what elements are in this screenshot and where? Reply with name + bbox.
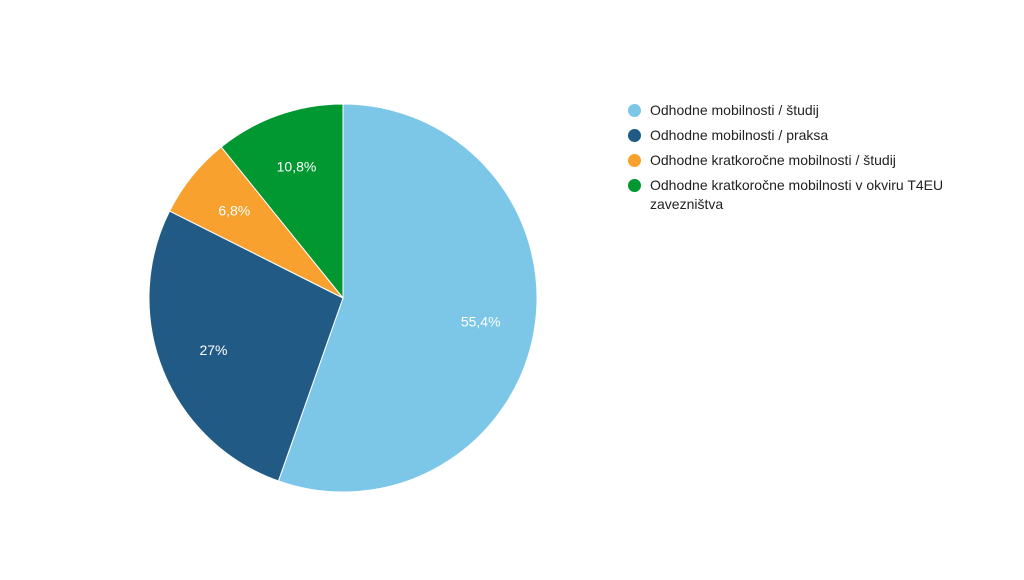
legend: Odhodne mobilnosti / študij Odhodne mobil…	[628, 101, 958, 220]
pie-data-labels: 55,4% 27% 6,8% 10,8%	[199, 158, 500, 358]
legend-swatch	[628, 154, 641, 167]
legend-label: Odhodne mobilnosti / študij	[650, 102, 819, 118]
legend-item-1: Odhodne mobilnosti / študij	[628, 101, 958, 120]
legend-item-3: Odhodne kratkoročne mobilnosti / študij	[628, 151, 958, 170]
data-label-3: 6,8%	[218, 202, 250, 218]
data-label-1: 55,4%	[461, 314, 501, 330]
legend-item-2: Odhodne mobilnosti / praksa	[628, 126, 958, 145]
legend-label: Odhodne mobilnosti / praksa	[650, 127, 829, 143]
legend-swatch	[628, 104, 641, 117]
data-label-2: 27%	[199, 342, 227, 358]
pie-slice-4	[220, 103, 344, 300]
pie-slices	[148, 103, 538, 493]
legend-label: Odhodne kratkoročne mobilnosti v okviru …	[650, 177, 944, 212]
legend-label: Odhodne kratkoročne mobilnosti / študij	[650, 152, 896, 168]
data-label-4: 10,8%	[277, 158, 317, 174]
pie-slice-2	[148, 210, 344, 482]
legend-item-4: Odhodne kratkoročne mobilnosti v okviru …	[628, 176, 958, 214]
legend-swatch	[628, 179, 641, 192]
legend-swatch	[628, 129, 641, 142]
